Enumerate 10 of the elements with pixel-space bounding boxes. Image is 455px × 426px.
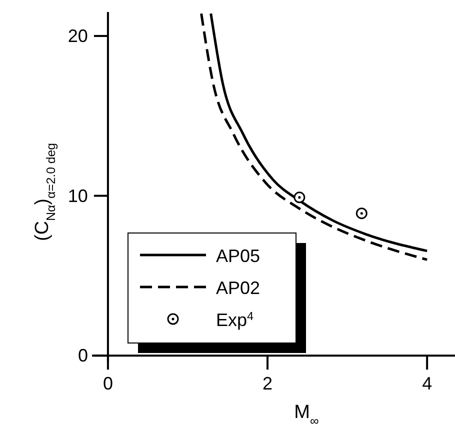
x-tick-label: 0 [102, 374, 113, 394]
y-tick-label: 10 [68, 186, 88, 206]
x-tick-label: 2 [262, 374, 273, 394]
legend-label: Exp$^{4}$ [216, 310, 254, 330]
x-axis-title: M$_{∞}$ [294, 402, 319, 426]
legend-label: AP02 [216, 278, 260, 298]
legend-label: AP05 [216, 246, 260, 266]
y-tick-label: 0 [78, 346, 88, 366]
y-tick-label: 20 [68, 26, 88, 46]
x-tick-label: 4 [422, 374, 432, 394]
